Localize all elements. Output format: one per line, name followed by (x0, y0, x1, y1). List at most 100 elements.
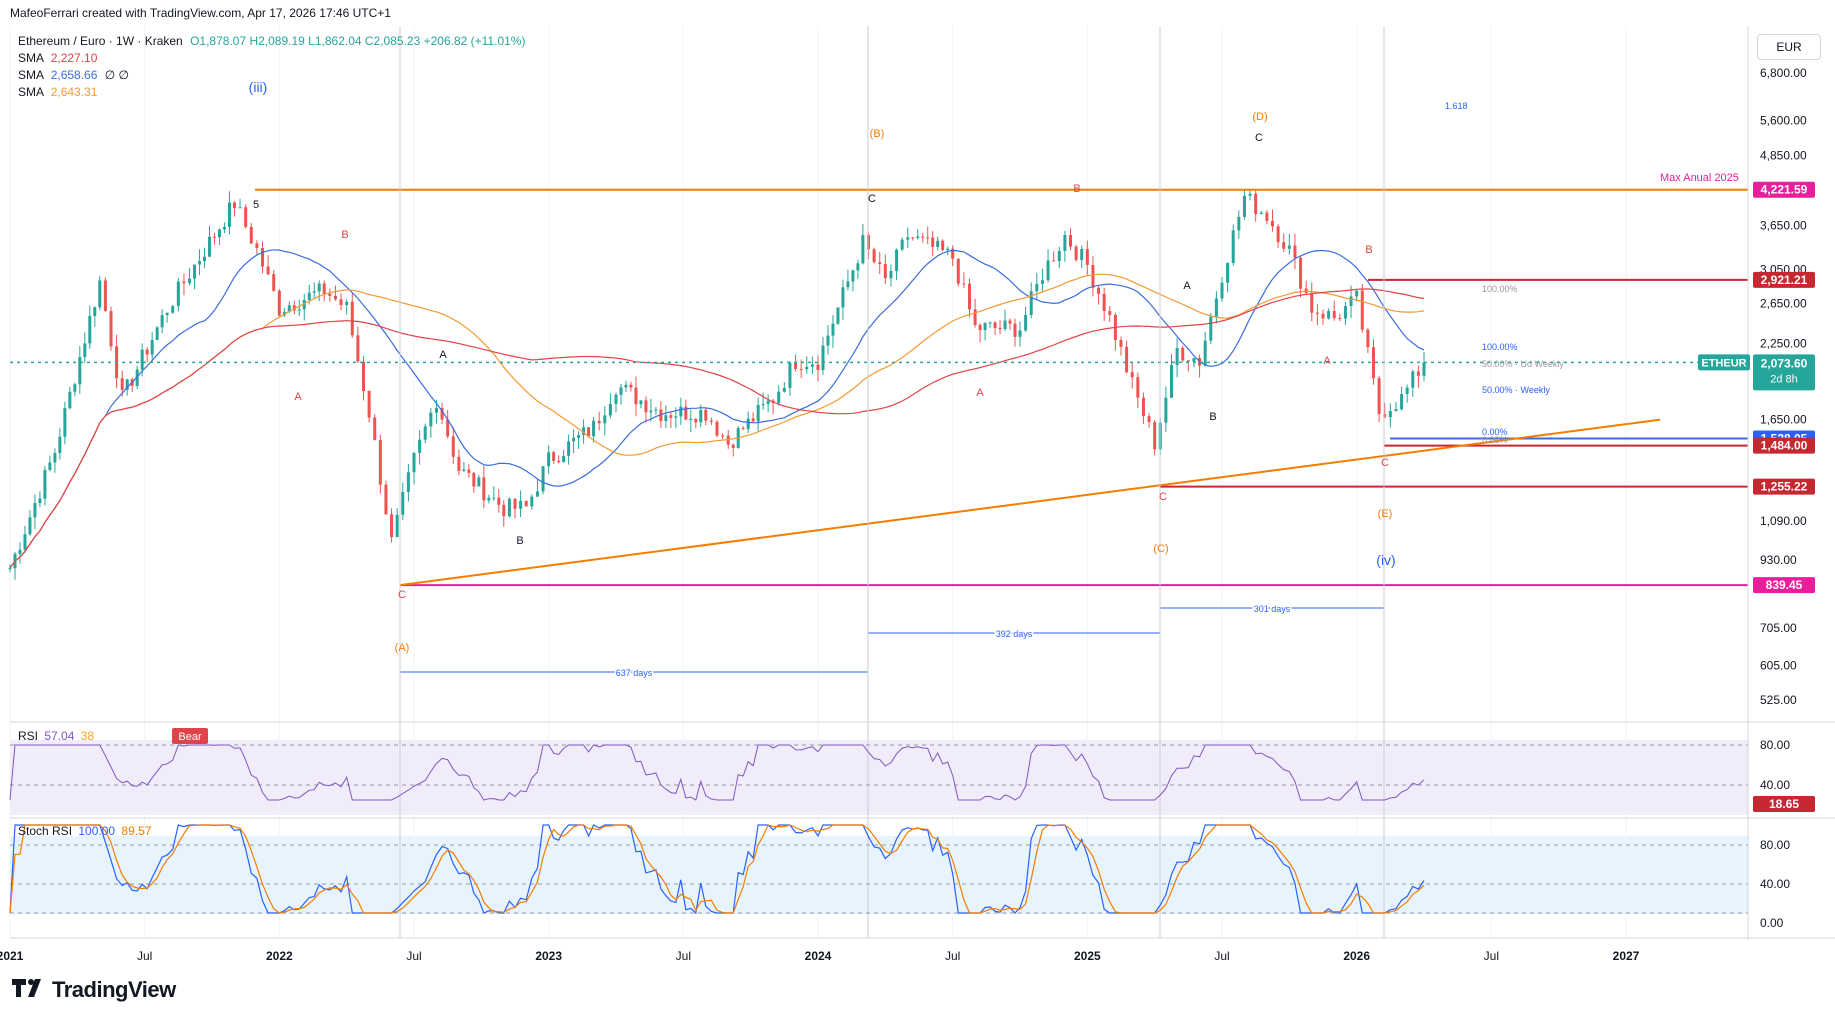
candle-body (502, 504, 506, 517)
candle-body (634, 387, 638, 405)
candle-body (1377, 378, 1381, 415)
wave-label: B (1365, 244, 1372, 256)
candle-body (1271, 220, 1274, 227)
candle-body (1097, 287, 1101, 294)
candle-body (467, 469, 471, 473)
candle-body (1130, 372, 1134, 378)
candle-body (140, 349, 144, 370)
candle-body (350, 301, 354, 336)
candle-body (872, 249, 876, 263)
stoch-k-line (9, 824, 1425, 915)
price-panel[interactable] (10, 26, 1748, 720)
candle-body (1003, 320, 1007, 330)
candle-body (345, 301, 349, 306)
candle-body (507, 498, 511, 517)
candle-body (193, 264, 197, 279)
candle-body (1332, 311, 1336, 319)
candle-body (608, 403, 612, 416)
candle-body (1276, 226, 1280, 243)
candle-body (1008, 320, 1012, 324)
candle-body (669, 415, 673, 418)
symbol-row[interactable]: Ethereum / Euro · 1W · Kraken O1,878.07 … (18, 33, 525, 50)
candle-body (1175, 347, 1179, 366)
candle-body (1248, 193, 1252, 196)
price-tick-label: 2,650.00 (1760, 297, 1807, 311)
currency-selector[interactable]: EUR (1757, 34, 1821, 60)
fib-label: 0.00% (1482, 427, 1508, 437)
tradingview-logo-icon (12, 977, 46, 1003)
time-tick-label: Jul (945, 949, 960, 963)
candle-body (973, 309, 977, 325)
candle-body (1343, 306, 1347, 319)
candle-body (766, 400, 770, 405)
candle-body (412, 452, 416, 473)
candle-body (244, 207, 248, 228)
candle-body (333, 295, 337, 300)
candle-body (1164, 397, 1168, 423)
fib-label: 0.00% (1482, 435, 1508, 445)
candle-body (125, 379, 129, 390)
rsi-tag-box (1753, 796, 1815, 812)
price-tag-box (1753, 577, 1815, 594)
candle-body (699, 409, 703, 423)
candle-body (530, 496, 534, 507)
wave-label: C (1381, 457, 1389, 469)
stoch-rsi-panel[interactable] (10, 836, 1748, 914)
candle-body (63, 408, 67, 437)
price-tick-label: 2,250.00 (1760, 337, 1807, 351)
candle-body (1141, 397, 1145, 417)
candle-body (624, 384, 628, 388)
wave-label: (D) (1252, 111, 1267, 123)
stoch-rsi-legend[interactable]: Stoch RSI 100.00 89.57 (18, 824, 151, 838)
candle-body (227, 202, 231, 227)
candle-body (557, 460, 561, 463)
wave-label: (B) (870, 128, 885, 140)
candle-body (249, 227, 253, 244)
candle-body (457, 456, 461, 471)
candle-body (217, 229, 221, 238)
candle-body (406, 472, 410, 493)
wave-label: (iii) (249, 79, 268, 95)
candle-body (1091, 265, 1095, 288)
candle-body (968, 283, 971, 310)
sma-row-3[interactable]: SMA 2,643.31 (18, 84, 525, 101)
rsi-panel[interactable] (10, 740, 1748, 815)
candle-body (1046, 260, 1050, 281)
price-tag-box (1753, 478, 1815, 495)
rsi-tag-value: 18.65 (1769, 797, 1799, 811)
candle-body (1203, 340, 1207, 366)
candle-body (1411, 371, 1415, 388)
sma-row-2[interactable]: SMA 2,658.66 ∅ ∅ (18, 67, 525, 84)
stoch-d-line (9, 824, 1425, 914)
rsi-legend[interactable]: RSI 57.04 38 (18, 729, 94, 743)
candle-body (1057, 250, 1061, 262)
wave-label: (C) (1153, 543, 1168, 555)
candle-body (567, 441, 571, 456)
price-tag-countdown: 2d 8h (1770, 373, 1798, 385)
candle-body (1310, 293, 1314, 313)
sma-row-1[interactable]: SMA 2,227.10 (18, 50, 525, 67)
fib-label: 1.618 (1445, 101, 1468, 111)
candle-body (694, 419, 698, 423)
price-tag-box (1753, 271, 1815, 288)
candle-body (883, 264, 887, 279)
candle-body (155, 327, 159, 340)
sma-extra: ∅ ∅ (104, 68, 129, 82)
rsi-tick-label: 40.00 (1760, 778, 1790, 792)
candle-body (799, 368, 803, 370)
candle-body (1349, 296, 1353, 307)
candle-body (547, 452, 551, 467)
candle-body (726, 435, 730, 445)
time-tick-label: 2024 (805, 949, 832, 963)
tradingview-logo[interactable]: TradingView (12, 977, 176, 1003)
candle-body (1080, 249, 1084, 260)
candle-body (1220, 282, 1224, 299)
candle-body (1181, 347, 1185, 361)
candle-body (401, 492, 405, 515)
ascending-trendline (399, 418, 1661, 587)
candle-body (339, 299, 343, 306)
candle-body (956, 258, 960, 284)
candle-body (941, 240, 945, 251)
wave-label: (E) (1378, 508, 1393, 520)
